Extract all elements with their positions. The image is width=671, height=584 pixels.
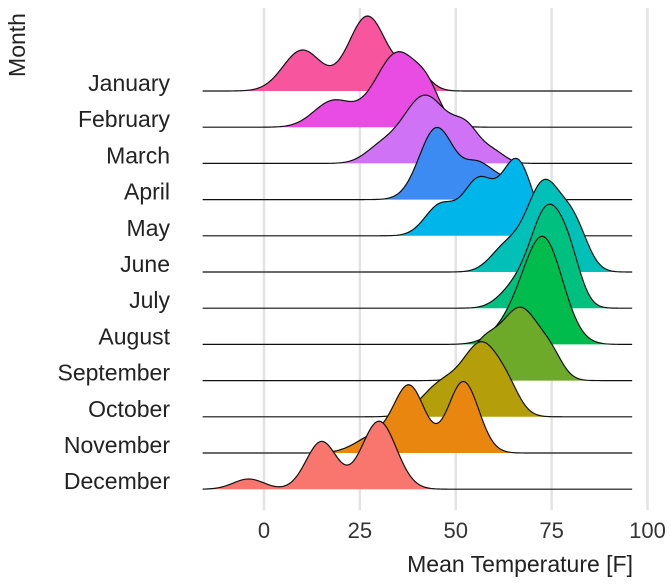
month-label-february: February xyxy=(78,106,171,132)
ridge-fill-november xyxy=(202,381,633,453)
x-tick-50: 50 xyxy=(444,518,468,543)
ridge-fill-december xyxy=(202,421,633,490)
ridge-outline-june xyxy=(202,178,633,273)
x-tick-25: 25 xyxy=(348,518,372,543)
ridge-fill-june xyxy=(202,179,633,272)
ridge-november xyxy=(202,380,633,454)
month-label-july: July xyxy=(129,287,170,313)
x-tick-100: 100 xyxy=(629,518,666,543)
month-label-january: January xyxy=(88,70,170,96)
ridge-outline-september xyxy=(202,306,633,382)
ridge-outline-march xyxy=(202,94,633,164)
month-label-september: September xyxy=(57,360,170,386)
month-label-november: November xyxy=(64,432,170,458)
ridge-fill-march xyxy=(202,95,633,164)
ridge-fill-january xyxy=(202,16,633,91)
ridge-december xyxy=(202,420,633,490)
ridge-outline-november xyxy=(202,380,633,454)
month-label-june: June xyxy=(120,251,170,277)
x-tick-75: 75 xyxy=(539,518,563,543)
ridge-fill-february xyxy=(202,51,633,128)
ridge-outline-december xyxy=(202,420,633,490)
x-tick-0: 0 xyxy=(258,518,270,543)
month-label-march: March xyxy=(106,142,170,168)
x-axis-title: Mean Temperature [F] xyxy=(407,551,633,577)
ridge-fill-september xyxy=(202,307,633,381)
ridge-outline-february xyxy=(202,51,633,128)
ridge-june xyxy=(202,178,633,273)
ridges xyxy=(202,15,633,490)
ridge-february xyxy=(202,51,633,128)
ridge-outline-july xyxy=(202,203,633,309)
grid-lines xyxy=(262,8,649,510)
y-axis-title: Month xyxy=(4,13,30,77)
month-label-april: April xyxy=(124,179,170,205)
ridge-march xyxy=(202,94,633,164)
month-labels: January February March April May June July Augu… xyxy=(57,70,170,494)
x-tick-labels: 0 25 50 75 100 xyxy=(258,518,666,543)
ridge-outline-august xyxy=(202,235,633,345)
ridge-september xyxy=(202,306,633,382)
month-label-may: May xyxy=(127,215,171,241)
month-label-august: August xyxy=(98,323,170,349)
month-label-october: October xyxy=(88,396,170,422)
ridge-fill-april xyxy=(202,127,633,200)
month-label-december: December xyxy=(64,468,170,494)
